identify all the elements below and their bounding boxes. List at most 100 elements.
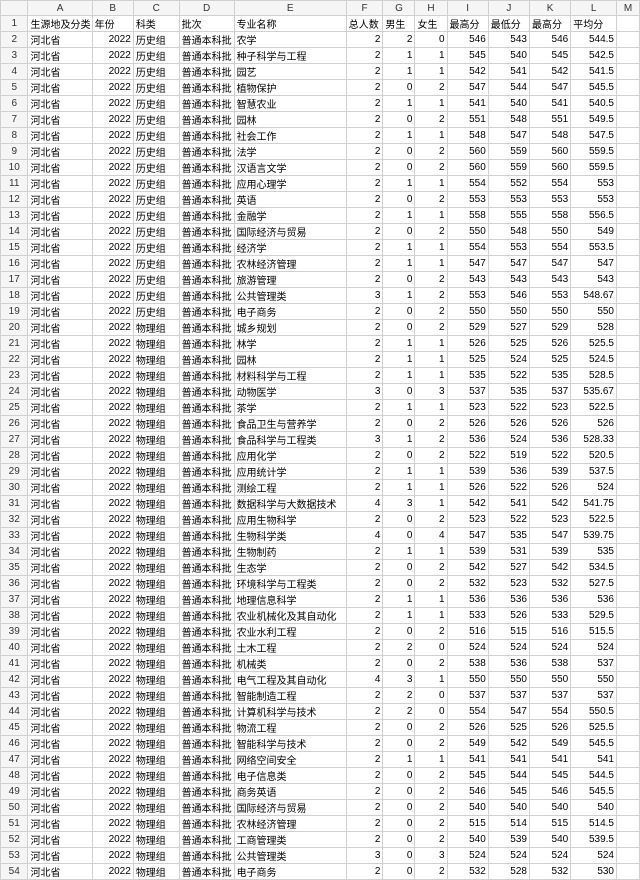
cell[interactable]: 542 [529,64,570,80]
row-header[interactable]: 1 [1,16,28,32]
cell[interactable]: 547 [447,80,488,96]
cell[interactable]: 0 [383,800,415,816]
cell[interactable]: 2 [346,368,383,384]
cell[interactable]: 2022 [92,64,133,80]
cell[interactable]: 525.5 [571,720,617,736]
row-header[interactable]: 23 [1,368,28,384]
cell[interactable]: 历史组 [133,144,179,160]
cell[interactable]: 539 [447,464,488,480]
row-header[interactable]: 32 [1,512,28,528]
cell[interactable]: 河北省 [28,800,92,816]
cell[interactable]: 545.5 [571,736,617,752]
cell[interactable]: 物理组 [133,544,179,560]
cell[interactable]: 河北省 [28,128,92,144]
cell[interactable]: 541 [447,752,488,768]
cell[interactable]: 524 [571,848,617,864]
cell[interactable]: 2022 [92,512,133,528]
cell[interactable]: 河北省 [28,672,92,688]
cell[interactable]: 2 [383,32,415,48]
cell[interactable]: 550 [571,672,617,688]
header-cell[interactable]: 最高分 [447,16,488,32]
cell[interactable]: 河北省 [28,192,92,208]
cell[interactable]: 515 [529,816,570,832]
cell[interactable]: 物理组 [133,432,179,448]
cell[interactable]: 2022 [92,256,133,272]
col-header[interactable]: G [383,1,415,16]
cell[interactable]: 559 [488,160,529,176]
row-header[interactable]: 51 [1,816,28,832]
row-header[interactable]: 17 [1,272,28,288]
cell[interactable]: 2022 [92,464,133,480]
cell[interactable] [617,96,640,112]
cell[interactable]: 525 [488,336,529,352]
cell[interactable]: 2 [346,144,383,160]
cell[interactable]: 物理组 [133,368,179,384]
cell[interactable]: 0 [383,272,415,288]
cell[interactable]: 4 [346,496,383,512]
cell[interactable]: 2022 [92,368,133,384]
cell[interactable]: 532 [447,864,488,880]
cell[interactable]: 2 [415,224,447,240]
cell[interactable]: 516 [529,624,570,640]
cell[interactable]: 2 [346,464,383,480]
cell[interactable]: 524 [571,480,617,496]
cell[interactable]: 农业机械化及其自动化 [234,608,346,624]
cell[interactable]: 生物科学类 [234,528,346,544]
cell[interactable]: 河北省 [28,864,92,880]
col-header[interactable]: F [346,1,383,16]
cell[interactable]: 559 [488,144,529,160]
cell[interactable]: 0 [383,736,415,752]
row-header[interactable]: 20 [1,320,28,336]
cell[interactable]: 0 [383,784,415,800]
cell[interactable]: 历史组 [133,224,179,240]
cell[interactable]: 2 [415,800,447,816]
cell[interactable]: 1 [383,480,415,496]
cell[interactable]: 2 [346,592,383,608]
cell[interactable]: 0 [383,80,415,96]
cell[interactable]: 536 [529,432,570,448]
cell[interactable]: 522 [488,512,529,528]
cell[interactable]: 522.5 [571,512,617,528]
cell[interactable] [617,448,640,464]
cell[interactable]: 520.5 [571,448,617,464]
row-header[interactable]: 36 [1,576,28,592]
cell[interactable]: 2022 [92,624,133,640]
row-header[interactable]: 7 [1,112,28,128]
cell[interactable]: 1 [415,752,447,768]
cell[interactable]: 2 [415,112,447,128]
cell[interactable]: 0 [415,640,447,656]
cell[interactable]: 528 [571,320,617,336]
cell[interactable]: 532 [529,864,570,880]
cell[interactable]: 1 [383,432,415,448]
cell[interactable]: 539 [529,544,570,560]
cell[interactable]: 530 [571,864,617,880]
cell[interactable]: 河北省 [28,656,92,672]
row-header[interactable]: 9 [1,144,28,160]
cell[interactable]: 2 [415,416,447,432]
cell[interactable]: 河北省 [28,720,92,736]
cell[interactable]: 林学 [234,336,346,352]
cell[interactable]: 智能制造工程 [234,688,346,704]
cell[interactable]: 524 [447,640,488,656]
cell[interactable]: 527 [488,320,529,336]
cell[interactable]: 1 [415,464,447,480]
cell[interactable]: 547 [571,256,617,272]
row-header[interactable]: 33 [1,528,28,544]
row-header[interactable]: 4 [1,64,28,80]
cell[interactable]: 559.5 [571,144,617,160]
cell[interactable]: 2022 [92,272,133,288]
cell[interactable]: 2 [415,768,447,784]
cell[interactable]: 2022 [92,432,133,448]
header-cell[interactable]: 年份 [92,16,133,32]
cell[interactable]: 2 [415,144,447,160]
cell[interactable]: 河北省 [28,496,92,512]
cell[interactable]: 2 [346,480,383,496]
cell[interactable]: 554 [529,240,570,256]
cell[interactable]: 2022 [92,704,133,720]
cell[interactable]: 物理组 [133,672,179,688]
cell[interactable]: 526 [488,416,529,432]
cell[interactable]: 2 [415,656,447,672]
cell[interactable]: 526 [488,608,529,624]
cell[interactable]: 普通本科批 [179,304,234,320]
cell[interactable]: 519 [488,448,529,464]
